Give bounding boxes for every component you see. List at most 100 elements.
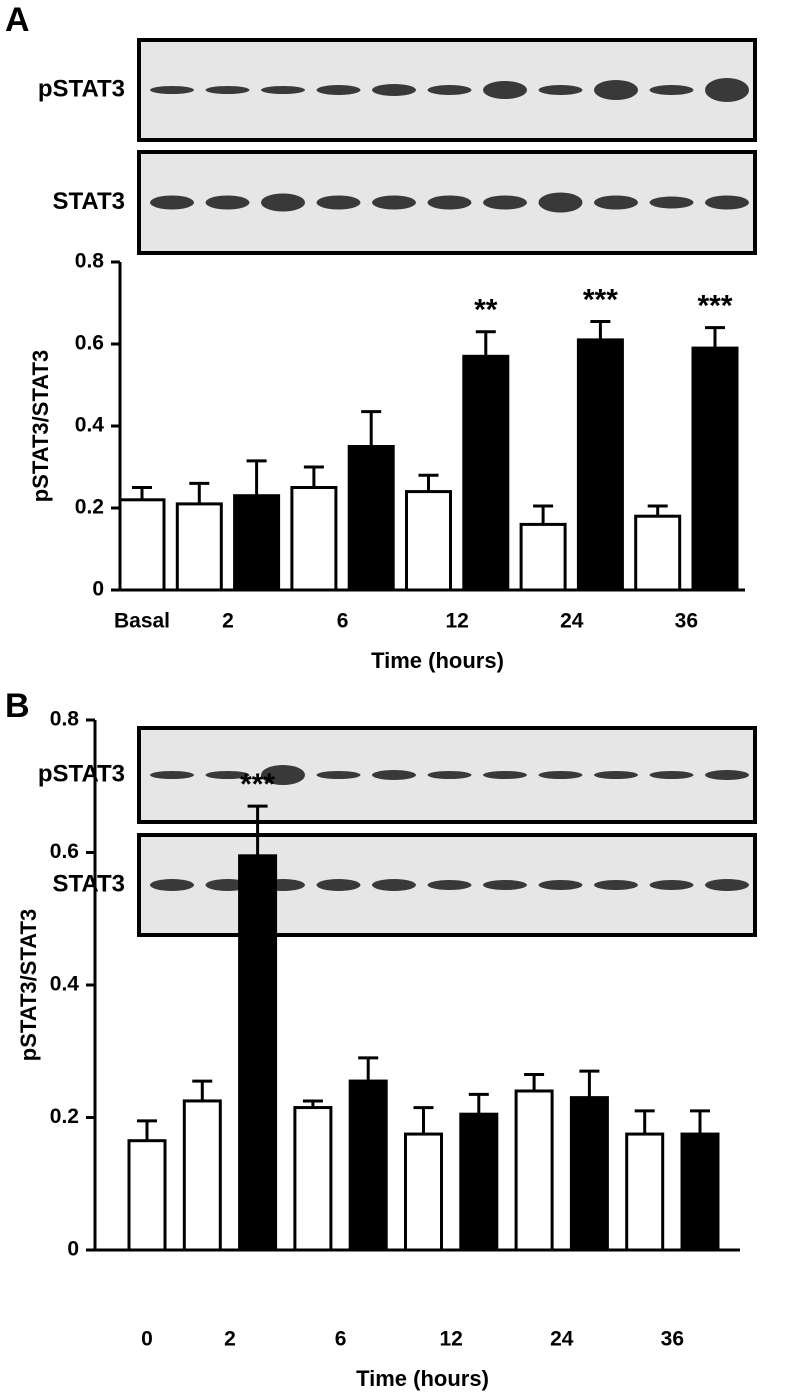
blot-band: [705, 78, 749, 102]
bar: [691, 346, 739, 592]
bar: [348, 1079, 388, 1252]
blot-band: [150, 879, 194, 891]
blot-band: [594, 880, 638, 890]
bar: [404, 1132, 443, 1252]
blot-label: STAT3: [53, 188, 125, 215]
y-tick-label: 0.8: [75, 250, 105, 273]
y-axis-title: pSTAT3/STAT3: [28, 350, 53, 502]
y-tick-label: 0.8: [50, 708, 80, 731]
bar: [290, 486, 338, 592]
x-tick-label: 2: [222, 610, 234, 633]
blot-band: [483, 81, 527, 99]
y-tick-label: 0.6: [75, 332, 104, 355]
blot-band: [594, 195, 638, 210]
y-tick-label: 0.6: [50, 840, 79, 863]
significance-label: ***: [583, 283, 618, 316]
blot-band: [372, 195, 416, 210]
x-tick-label: 36: [661, 1328, 684, 1351]
blot-band: [483, 195, 527, 210]
blot-band: [538, 880, 583, 890]
blot-band: [538, 771, 583, 779]
bar: [462, 354, 510, 592]
blot-band: [261, 86, 305, 94]
blot-band: [649, 771, 694, 779]
blot-band: [205, 86, 250, 94]
blot-band: [205, 771, 250, 779]
bar: [569, 1096, 609, 1252]
x-axis-title: Time (hours): [356, 1366, 489, 1391]
bar: [118, 498, 166, 592]
bar: [347, 445, 395, 592]
bar: [680, 1132, 720, 1252]
blot-band: [372, 770, 416, 780]
significance-label: ***: [697, 290, 732, 323]
blot-band: [316, 85, 361, 95]
blot-band: [594, 771, 638, 779]
x-tick-label: 12: [439, 1328, 462, 1351]
x-tick-label: 12: [445, 610, 468, 633]
blot-band: [427, 771, 472, 779]
significance-label: ***: [240, 768, 275, 801]
bar: [233, 494, 281, 592]
bar: [576, 338, 624, 592]
x-tick-label: 2: [224, 1328, 236, 1351]
bar: [293, 1106, 333, 1252]
bar: [405, 490, 452, 592]
blot-band: [594, 80, 638, 100]
x-tick-label: 0: [141, 1328, 153, 1351]
bar: [238, 854, 278, 1252]
blot-band: [205, 195, 250, 210]
panel-label: B: [5, 687, 30, 725]
blot-band: [705, 879, 749, 891]
x-tick-label: Basal: [114, 610, 170, 633]
y-tick-label: 0: [67, 1238, 79, 1261]
blot-band: [150, 195, 194, 210]
blot-band: [316, 879, 361, 891]
bar: [625, 1132, 665, 1252]
x-tick-label: 6: [337, 610, 349, 633]
blot-band: [705, 770, 749, 780]
blot-band: [427, 85, 472, 95]
blot-band: [483, 771, 527, 779]
y-tick-label: 0.2: [75, 496, 104, 519]
x-tick-label: 24: [560, 610, 584, 633]
blot-label: pSTAT3: [38, 75, 125, 102]
x-tick-label: 6: [335, 1328, 347, 1351]
blot-band: [483, 880, 527, 890]
x-tick-label: 36: [675, 610, 698, 633]
bar: [634, 514, 682, 592]
y-tick-label: 0.2: [50, 1105, 79, 1128]
blot-band: [538, 85, 583, 95]
y-axis-title: pSTAT3/STAT3: [16, 909, 41, 1061]
blot-band: [427, 880, 472, 890]
blot-band: [261, 765, 305, 785]
y-tick-label: 0.4: [50, 973, 80, 996]
bar: [519, 522, 567, 592]
blot-label: pSTAT3: [38, 760, 125, 787]
panel-label: A: [5, 1, 30, 39]
blot-band: [427, 195, 472, 210]
blot-band: [649, 196, 694, 209]
significance-label: **: [474, 294, 498, 327]
blot-band: [538, 192, 583, 213]
blot-band: [649, 85, 694, 95]
blot-band: [372, 879, 416, 891]
bar: [182, 1099, 222, 1252]
bar: [459, 1112, 499, 1252]
blot-band: [649, 880, 694, 890]
blot-band: [316, 771, 361, 779]
blot-label: STAT3: [53, 870, 125, 897]
y-tick-label: 0.4: [75, 414, 105, 437]
blot-band: [150, 771, 194, 779]
blot-band: [150, 86, 194, 94]
x-axis-title: Time (hours): [371, 648, 504, 673]
blot-band: [372, 84, 416, 96]
x-tick-label: 24: [550, 1328, 574, 1351]
blot-band: [705, 195, 749, 210]
bar: [127, 1139, 167, 1252]
blot-band: [261, 193, 305, 212]
y-tick-label: 0: [92, 578, 104, 601]
blot-band: [316, 195, 361, 210]
